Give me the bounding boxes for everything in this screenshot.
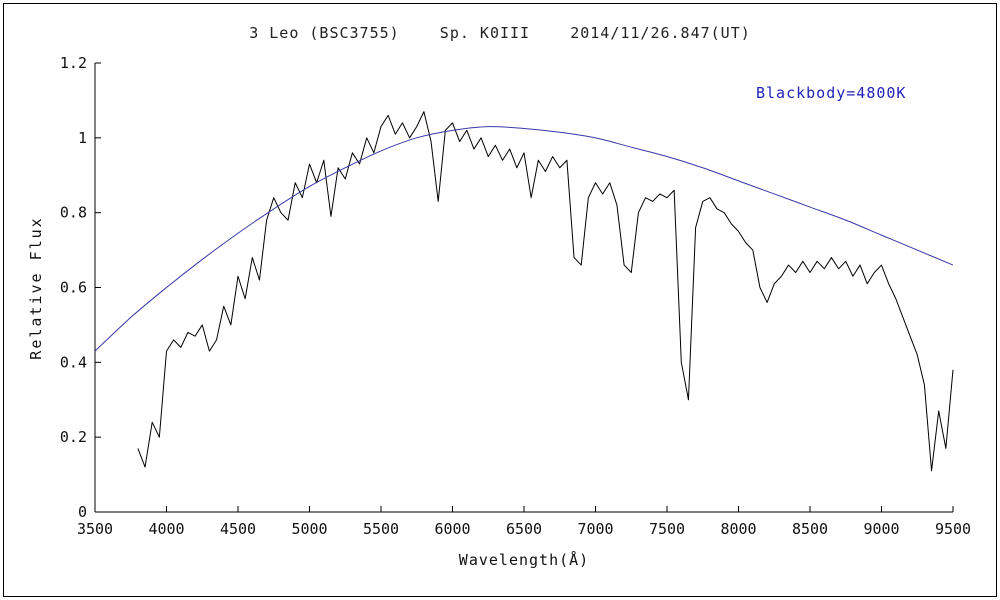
x-tick-label: 3500 bbox=[77, 520, 113, 538]
x-tick-label: 7000 bbox=[577, 520, 613, 538]
y-tick-label: 0.6 bbox=[60, 279, 87, 297]
y-tick-label: 0.4 bbox=[60, 353, 87, 371]
x-tick-label: 6000 bbox=[434, 520, 470, 538]
page-title: 3 Leo (BSC3755) Sp. K0III 2014/11/26.847… bbox=[249, 24, 751, 42]
x-tick-label: 5000 bbox=[291, 520, 327, 538]
spectrum-line bbox=[137, 111, 954, 472]
y-tick-label: 0.2 bbox=[60, 428, 87, 446]
x-axis-label: Wavelength(Å) bbox=[458, 551, 590, 569]
x-tick-label: 4000 bbox=[148, 520, 184, 538]
y-tick-label: 1 bbox=[78, 129, 87, 147]
x-tick-label: 6500 bbox=[506, 520, 542, 538]
x-tick-label: 4500 bbox=[220, 520, 256, 538]
x-tick-label: 9000 bbox=[863, 520, 899, 538]
y-tick-label: 1.2 bbox=[60, 54, 87, 72]
x-tick-label: 5500 bbox=[363, 520, 399, 538]
y-tick-label: 0.8 bbox=[60, 204, 87, 222]
blackbody-annotation: Blackbody=4800K bbox=[756, 84, 907, 102]
x-tick-label: 8000 bbox=[720, 520, 756, 538]
x-tick-label: 9500 bbox=[935, 520, 971, 538]
blackbody-curve bbox=[94, 126, 954, 352]
y-tick-label: 0 bbox=[78, 503, 87, 521]
x-tick-label: 7500 bbox=[649, 520, 685, 538]
x-tick-label: 8500 bbox=[792, 520, 828, 538]
